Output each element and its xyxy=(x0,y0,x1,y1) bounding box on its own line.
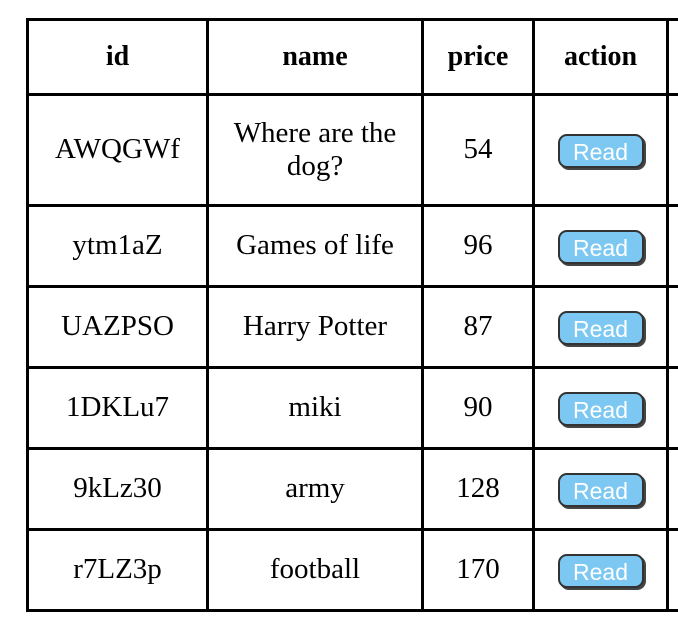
column-header-action: action xyxy=(532,18,669,96)
cell-price: 170 xyxy=(421,528,535,612)
table-row: 9kLz30 army 128 Read xyxy=(26,447,678,531)
cell-price: 87 xyxy=(421,285,535,369)
read-button[interactable]: Read xyxy=(557,391,644,426)
cell-overflow xyxy=(666,93,678,207)
column-header-id: id xyxy=(26,18,209,96)
column-header-name: name xyxy=(206,18,424,96)
read-button[interactable]: Read xyxy=(557,310,644,345)
cell-overflow xyxy=(666,447,678,531)
cell-name: football xyxy=(206,528,424,612)
cell-action: Read xyxy=(532,528,669,612)
cell-overflow xyxy=(666,366,678,450)
table-row: ytm1aZ Games of life 96 Read xyxy=(26,204,678,288)
table-row: 1DKLu7 miki 90 Read xyxy=(26,366,678,450)
cell-action: Read xyxy=(532,204,669,288)
cell-id: ytm1aZ xyxy=(26,204,209,288)
cell-name: Games of life xyxy=(206,204,424,288)
column-header-overflow xyxy=(666,18,678,96)
table-row: r7LZ3p football 170 Read xyxy=(26,528,678,612)
cell-price: 54 xyxy=(421,93,535,207)
cell-overflow xyxy=(666,528,678,612)
cell-id: r7LZ3p xyxy=(26,528,209,612)
table-row: AWQGWf Where are the dog? 54 Read xyxy=(26,93,678,207)
cell-overflow xyxy=(666,285,678,369)
read-button[interactable]: Read xyxy=(557,229,644,264)
books-table: id name price action AWQGWf Where are th… xyxy=(26,18,678,612)
cell-price: 96 xyxy=(421,204,535,288)
table-header-row: id name price action xyxy=(26,18,678,96)
read-button[interactable]: Read xyxy=(557,553,644,588)
cell-id: 9kLz30 xyxy=(26,447,209,531)
read-button[interactable]: Read xyxy=(557,133,644,168)
cell-action: Read xyxy=(532,447,669,531)
cell-id: 1DKLu7 xyxy=(26,366,209,450)
cell-id: UAZPSO xyxy=(26,285,209,369)
cell-action: Read xyxy=(532,93,669,207)
cell-action: Read xyxy=(532,285,669,369)
column-header-price: price xyxy=(421,18,535,96)
read-button[interactable]: Read xyxy=(557,472,644,507)
cell-id: AWQGWf xyxy=(26,93,209,207)
cell-overflow xyxy=(666,204,678,288)
cell-action: Read xyxy=(532,366,669,450)
cell-name: miki xyxy=(206,366,424,450)
cell-name: Where are the dog? xyxy=(206,93,424,207)
cell-name: Harry Potter xyxy=(206,285,424,369)
table-row: UAZPSO Harry Potter 87 Read xyxy=(26,285,678,369)
cell-price: 128 xyxy=(421,447,535,531)
books-table-container: id name price action AWQGWf Where are th… xyxy=(26,18,678,630)
cell-price: 90 xyxy=(421,366,535,450)
cell-name: army xyxy=(206,447,424,531)
